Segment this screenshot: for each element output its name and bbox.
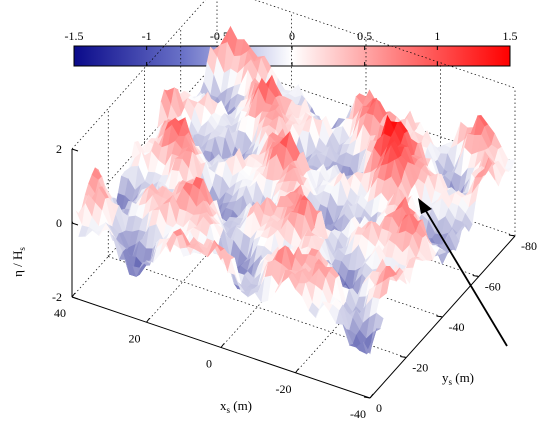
z-axis-label: η / Hs [10, 247, 27, 277]
z-tick-label: 0 [56, 216, 62, 230]
x-tick [369, 393, 374, 399]
y-tick [436, 315, 443, 318]
z-tick-label: 2 [56, 142, 62, 156]
y-tick-label: -40 [449, 320, 465, 334]
y-tick-label: 0 [376, 401, 382, 415]
x-tick [295, 368, 299, 374]
colorbar-tick-label: -1.5 [65, 29, 84, 43]
z-tick [71, 148, 79, 152]
z-tick [71, 296, 79, 300]
y-axis-label: ys (m) [442, 370, 474, 387]
x-tick [220, 343, 225, 348]
top-left-edge [71, 0, 206, 150]
colorbar-tick-label: 1.5 [503, 29, 518, 43]
y-tick-label: -80 [521, 239, 537, 253]
y-tick-label: -60 [485, 280, 501, 294]
y-tick [508, 234, 516, 237]
x-tick-label: 40 [54, 306, 66, 320]
x-tick-label: 0 [206, 357, 212, 371]
floor-gridline [108, 256, 407, 358]
z-tick [71, 222, 79, 226]
annotation-arrow [418, 198, 508, 347]
colorbar-tick-label: -1 [142, 29, 152, 43]
colorbar-tick-label: 0.5 [357, 29, 372, 43]
wave-surface [71, 25, 516, 355]
colorbar-tick-label: 0 [289, 29, 295, 43]
x-tick-label: 20 [129, 331, 141, 345]
y-tick-label: -20 [412, 361, 428, 375]
colorbar: -1.5 -1 -0.5 0 0.5 1 1.5 [65, 29, 518, 67]
x-tick [146, 317, 150, 323]
axes-lines [71, 148, 516, 399]
y-tick [400, 356, 407, 358]
top-back-edge [254, 0, 516, 89]
y-tick [363, 396, 371, 399]
x-tick [71, 292, 76, 298]
z-tick-label: -2 [52, 290, 62, 304]
x-tick-label: -20 [276, 382, 292, 396]
x-axis-label: xs (m) [220, 398, 252, 415]
x-tick-label: -40 [350, 407, 366, 420]
y-tick [472, 275, 479, 277]
colorbar-tick-label: 1 [434, 29, 440, 43]
surface-patch [362, 337, 374, 355]
